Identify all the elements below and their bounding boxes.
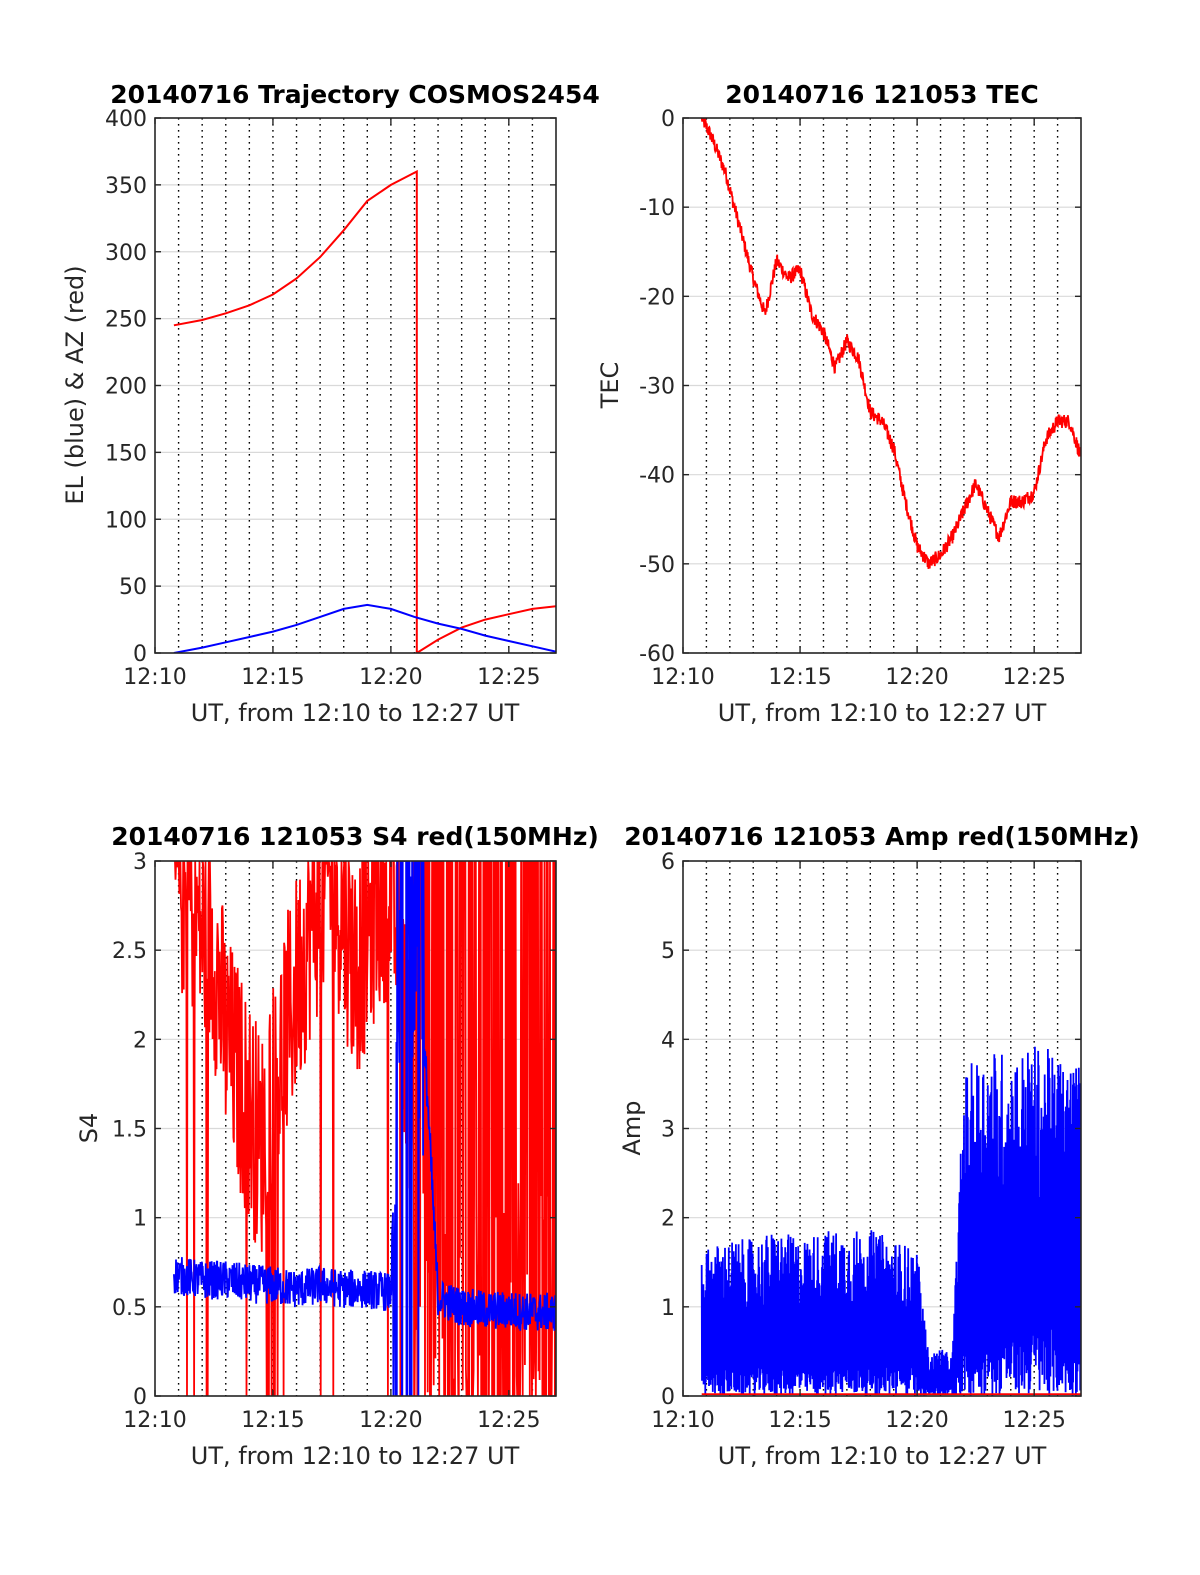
s4-title: 20140716 121053 S4 red(150MHz) [111,822,599,851]
ytick-label: 1.5 [112,1118,147,1143]
xtick-label: 12:25 [477,1408,540,1433]
s4-panel: 20140716 121053 S4 red(150MHz) UT, from … [75,822,599,1470]
ytick-label: 2 [133,1028,147,1053]
ytick-label: -60 [639,642,675,667]
trajectory-panel: 20140716 Trajectory COSMOS2454 UT, from … [61,80,600,727]
ytick-label: 1 [133,1207,147,1232]
ytick-label: 250 [105,308,147,333]
tec-title: 20140716 121053 TEC [725,80,1038,109]
trajectory-xlabel: UT, from 12:10 to 12:27 UT [191,699,520,727]
xtick-label: 12:15 [241,1408,304,1433]
ytick-label: 6 [661,850,675,875]
ytick-label: 0 [661,1385,675,1410]
ytick-label: 2.5 [112,939,147,964]
ytick-label: -50 [639,553,675,578]
xtick-label: 12:20 [885,1408,948,1433]
xtick-label: 12:10 [123,665,186,690]
xtick-label: 12:25 [1002,1408,1065,1433]
tec-xlabel: UT, from 12:10 to 12:27 UT [718,699,1047,727]
xtick-label: 12:10 [651,665,714,690]
trajectory-ylabel: EL (blue) & AZ (red) [61,265,89,504]
xtick-label: 12:25 [1002,665,1065,690]
ytick-label: 3 [133,850,147,875]
s4-ylabel: S4 [75,1113,103,1144]
tec-ylabel: TEC [596,362,624,410]
xtick-label: 12:20 [885,665,948,690]
ytick-label: -30 [639,375,675,400]
ytick-label: 300 [105,241,147,266]
tec-panel: 20140716 121053 TEC UT, from 12:10 to 12… [596,80,1082,727]
ytick-label: 200 [105,375,147,400]
xtick-label: 12:10 [123,1408,186,1433]
ytick-label: 100 [105,508,147,533]
ytick-label: -20 [639,285,675,310]
xtick-label: 12:15 [241,665,304,690]
series-line-red [173,861,556,1396]
series-line-blue [173,603,556,653]
xtick-label: 12:10 [651,1408,714,1433]
ytick-label: 1 [661,1296,675,1321]
ytick-label: 50 [119,575,147,600]
ytick-label: 3 [661,1118,675,1143]
ytick-label: 0 [661,107,675,132]
ytick-label: 150 [105,441,147,466]
ytick-label: 2 [661,1207,675,1232]
amp-panel: 20140716 121053 Amp red(150MHz) UT, from… [618,822,1140,1470]
xtick-label: 12:25 [477,665,540,690]
ytick-label: 0.5 [112,1296,147,1321]
s4-xlabel: UT, from 12:10 to 12:27 UT [191,1442,520,1470]
amp-xlabel: UT, from 12:10 to 12:27 UT [718,1442,1047,1470]
series-line-blue [173,861,556,1396]
ytick-label: 0 [133,642,147,667]
ytick-label: 350 [105,174,147,199]
xtick-label: 12:20 [359,1408,422,1433]
series-line-blue [700,1046,1081,1396]
xtick-label: 12:15 [768,1408,831,1433]
ytick-label: -10 [639,196,675,221]
trajectory-title: 20140716 Trajectory COSMOS2454 [110,80,600,109]
ytick-label: 5 [661,939,675,964]
ytick-label: 0 [133,1385,147,1410]
series-line-red [173,169,556,653]
series-line-red [700,118,1081,569]
xtick-label: 12:15 [768,665,831,690]
amp-ylabel: Amp [618,1100,646,1155]
amp-title: 20140716 121053 Amp red(150MHz) [624,822,1140,851]
ytick-label: -40 [639,464,675,489]
ytick-label: 400 [105,107,147,132]
ytick-label: 4 [661,1028,675,1053]
xtick-label: 12:20 [359,665,422,690]
